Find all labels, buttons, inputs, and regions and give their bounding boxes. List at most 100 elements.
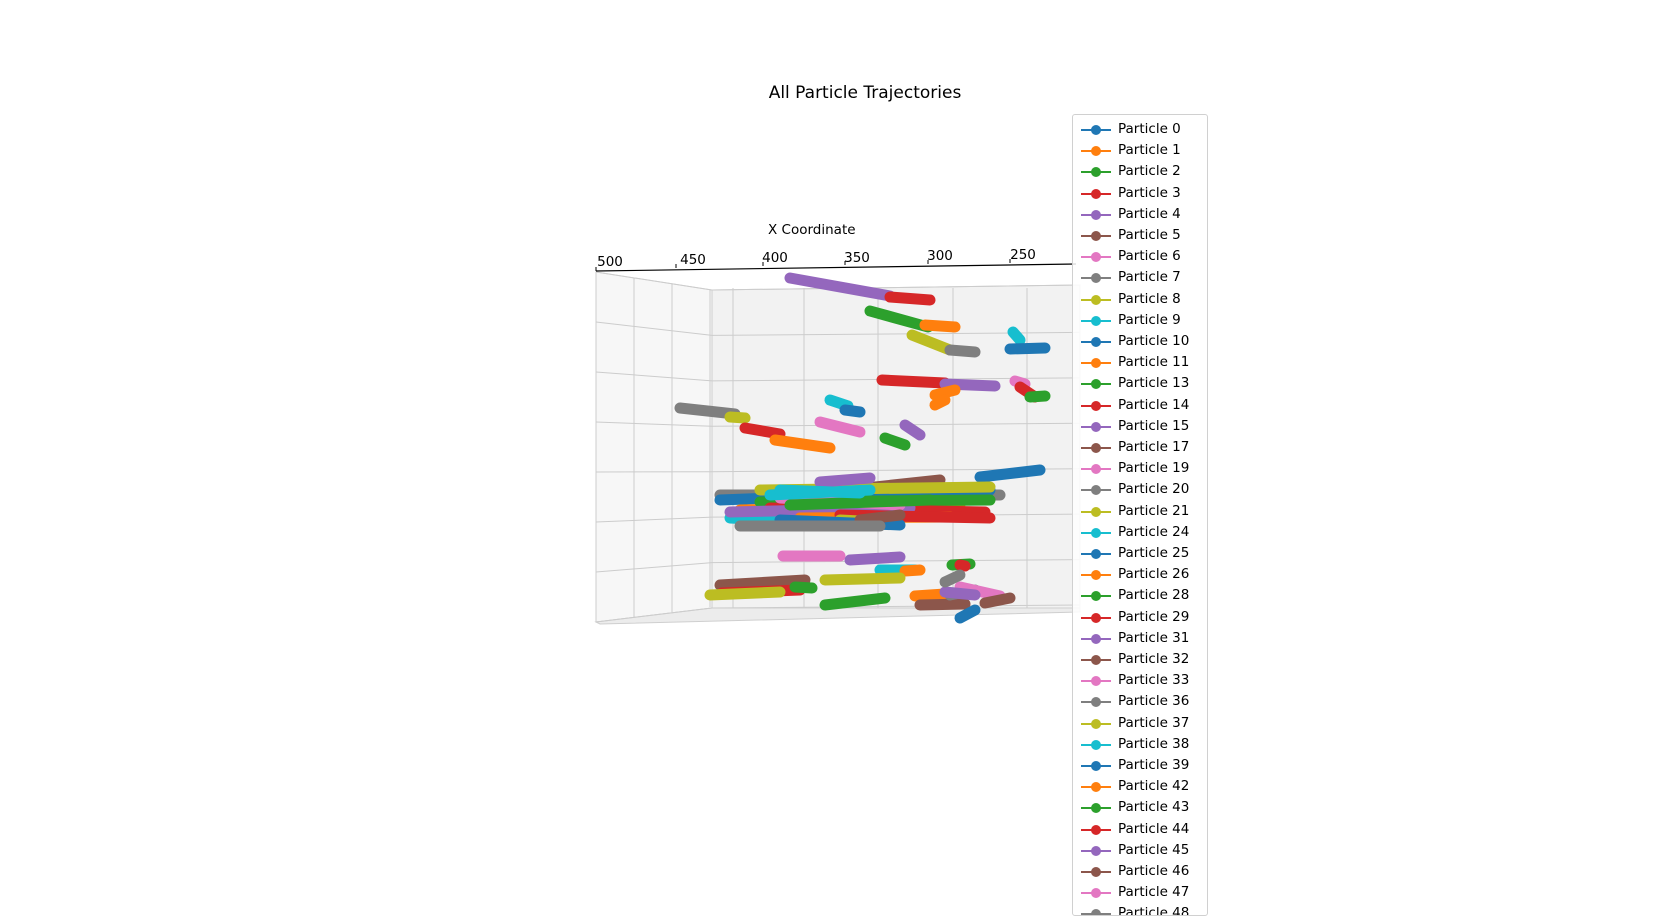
legend-dot-marker [1091, 676, 1101, 686]
legend-dot-marker [1091, 316, 1101, 326]
legend-dot-marker [1091, 146, 1101, 156]
trajectory-segment [920, 604, 965, 605]
trajectory-segment [1010, 348, 1045, 349]
trajectory-segment [950, 350, 975, 352]
legend-item: Particle 28 [1073, 586, 1207, 606]
x-axis-label: X Coordinate [768, 222, 856, 238]
legend-dot-marker [1091, 358, 1101, 368]
trajectory-segment [985, 598, 1010, 603]
legend-label: Particle 2 [1118, 163, 1181, 179]
legend-label: Particle 25 [1118, 545, 1189, 561]
trajectory-segment [882, 380, 945, 383]
legend-dot-marker [1091, 761, 1101, 771]
legend-label: Particle 43 [1118, 799, 1189, 815]
legend-label: Particle 45 [1118, 842, 1189, 858]
legend-label: Particle 42 [1118, 778, 1189, 794]
legend-dot-marker [1091, 167, 1101, 177]
trajectory-segment [935, 400, 945, 405]
legend-item: Particle 13 [1073, 374, 1207, 394]
trajectory-segment [825, 598, 885, 605]
legend-label: Particle 48 [1118, 905, 1189, 916]
legend-item: Particle 20 [1073, 480, 1207, 500]
legend-label: Particle 32 [1118, 651, 1189, 667]
legend-label: Particle 36 [1118, 693, 1189, 709]
legend-item: Particle 0 [1073, 120, 1207, 140]
legend-item: Particle 2 [1073, 162, 1207, 182]
legend-label: Particle 17 [1118, 439, 1189, 455]
legend-item: Particle 46 [1073, 862, 1207, 882]
legend-label: Particle 1 [1118, 142, 1181, 158]
legend-item: Particle 32 [1073, 650, 1207, 670]
legend-item: Particle 14 [1073, 396, 1207, 416]
legend-item: Particle 44 [1073, 820, 1207, 840]
legend-dot-marker [1091, 867, 1101, 877]
legend: Particle 0 Particle 1 Particle 2 Particle 3… [1072, 114, 1208, 916]
trajectory-segment [885, 438, 905, 445]
legend-label: Particle 29 [1118, 609, 1189, 625]
legend-dot-marker [1091, 803, 1101, 813]
legend-dot-marker [1091, 379, 1101, 389]
legend-item: Particle 6 [1073, 247, 1207, 267]
trajectory-segment [845, 410, 860, 412]
legend-label: Particle 4 [1118, 206, 1181, 222]
legend-dot-marker [1091, 252, 1101, 262]
legend-label: Particle 0 [1118, 121, 1181, 137]
x-tick-label: 300 [927, 248, 953, 264]
legend-item: Particle 3 [1073, 184, 1207, 204]
legend-item: Particle 33 [1073, 671, 1207, 691]
legend-label: Particle 28 [1118, 587, 1189, 603]
legend-label: Particle 13 [1118, 375, 1189, 391]
legend-label: Particle 26 [1118, 566, 1189, 582]
legend-label: Particle 38 [1118, 736, 1189, 752]
legend-dot-marker [1091, 210, 1101, 220]
legend-dot-marker [1091, 846, 1101, 856]
legend-label: Particle 39 [1118, 757, 1189, 773]
legend-item: Particle 43 [1073, 798, 1207, 818]
legend-dot-marker [1091, 613, 1101, 623]
legend-label: Particle 20 [1118, 481, 1189, 497]
legend-item: Particle 8 [1073, 290, 1207, 310]
legend-label: Particle 47 [1118, 884, 1189, 900]
legend-item: Particle 45 [1073, 841, 1207, 861]
legend-dot-marker [1091, 825, 1101, 835]
legend-dot-marker [1091, 570, 1101, 580]
trajectory-segment [745, 428, 780, 434]
legend-item: Particle 4 [1073, 205, 1207, 225]
legend-label: Particle 19 [1118, 460, 1189, 476]
chart-title: All Particle Trajectories [0, 83, 1680, 103]
x-tick-label: 450 [680, 252, 706, 268]
legend-label: Particle 10 [1118, 333, 1189, 349]
legend-dot-marker [1091, 125, 1101, 135]
legend-label: Particle 7 [1118, 269, 1181, 285]
trajectory-segment [945, 592, 975, 595]
trajectory-segment [795, 587, 812, 588]
trajectory-segment [710, 592, 780, 595]
trajectory-segment [935, 390, 955, 395]
trajectory-segment [925, 325, 955, 327]
legend-item: Particle 15 [1073, 417, 1207, 437]
legend-label: Particle 24 [1118, 524, 1189, 540]
legend-item: Particle 17 [1073, 438, 1207, 458]
legend-label: Particle 5 [1118, 227, 1181, 243]
legend-item: Particle 38 [1073, 735, 1207, 755]
legend-dot-marker [1091, 295, 1101, 305]
legend-label: Particle 8 [1118, 291, 1181, 307]
trajectory-segment [980, 470, 1040, 477]
legend-label: Particle 6 [1118, 248, 1181, 264]
legend-dot-marker [1091, 507, 1101, 517]
legend-item: Particle 48 [1073, 904, 1207, 916]
x-tick-label: 500 [597, 254, 623, 270]
legend-dot-marker [1091, 591, 1101, 601]
trajectory-segment [850, 557, 900, 560]
x-tick-label: 250 [1010, 247, 1036, 263]
legend-label: Particle 14 [1118, 397, 1189, 413]
legend-dot-marker [1091, 528, 1101, 538]
legend-dot-marker [1091, 888, 1101, 898]
legend-dot-marker [1091, 273, 1101, 283]
legend-dot-marker [1091, 464, 1101, 474]
legend-dot-marker [1091, 634, 1101, 644]
trajectory-segment [790, 500, 930, 505]
legend-dot-marker [1091, 443, 1101, 453]
legend-item: Particle 19 [1073, 459, 1207, 479]
